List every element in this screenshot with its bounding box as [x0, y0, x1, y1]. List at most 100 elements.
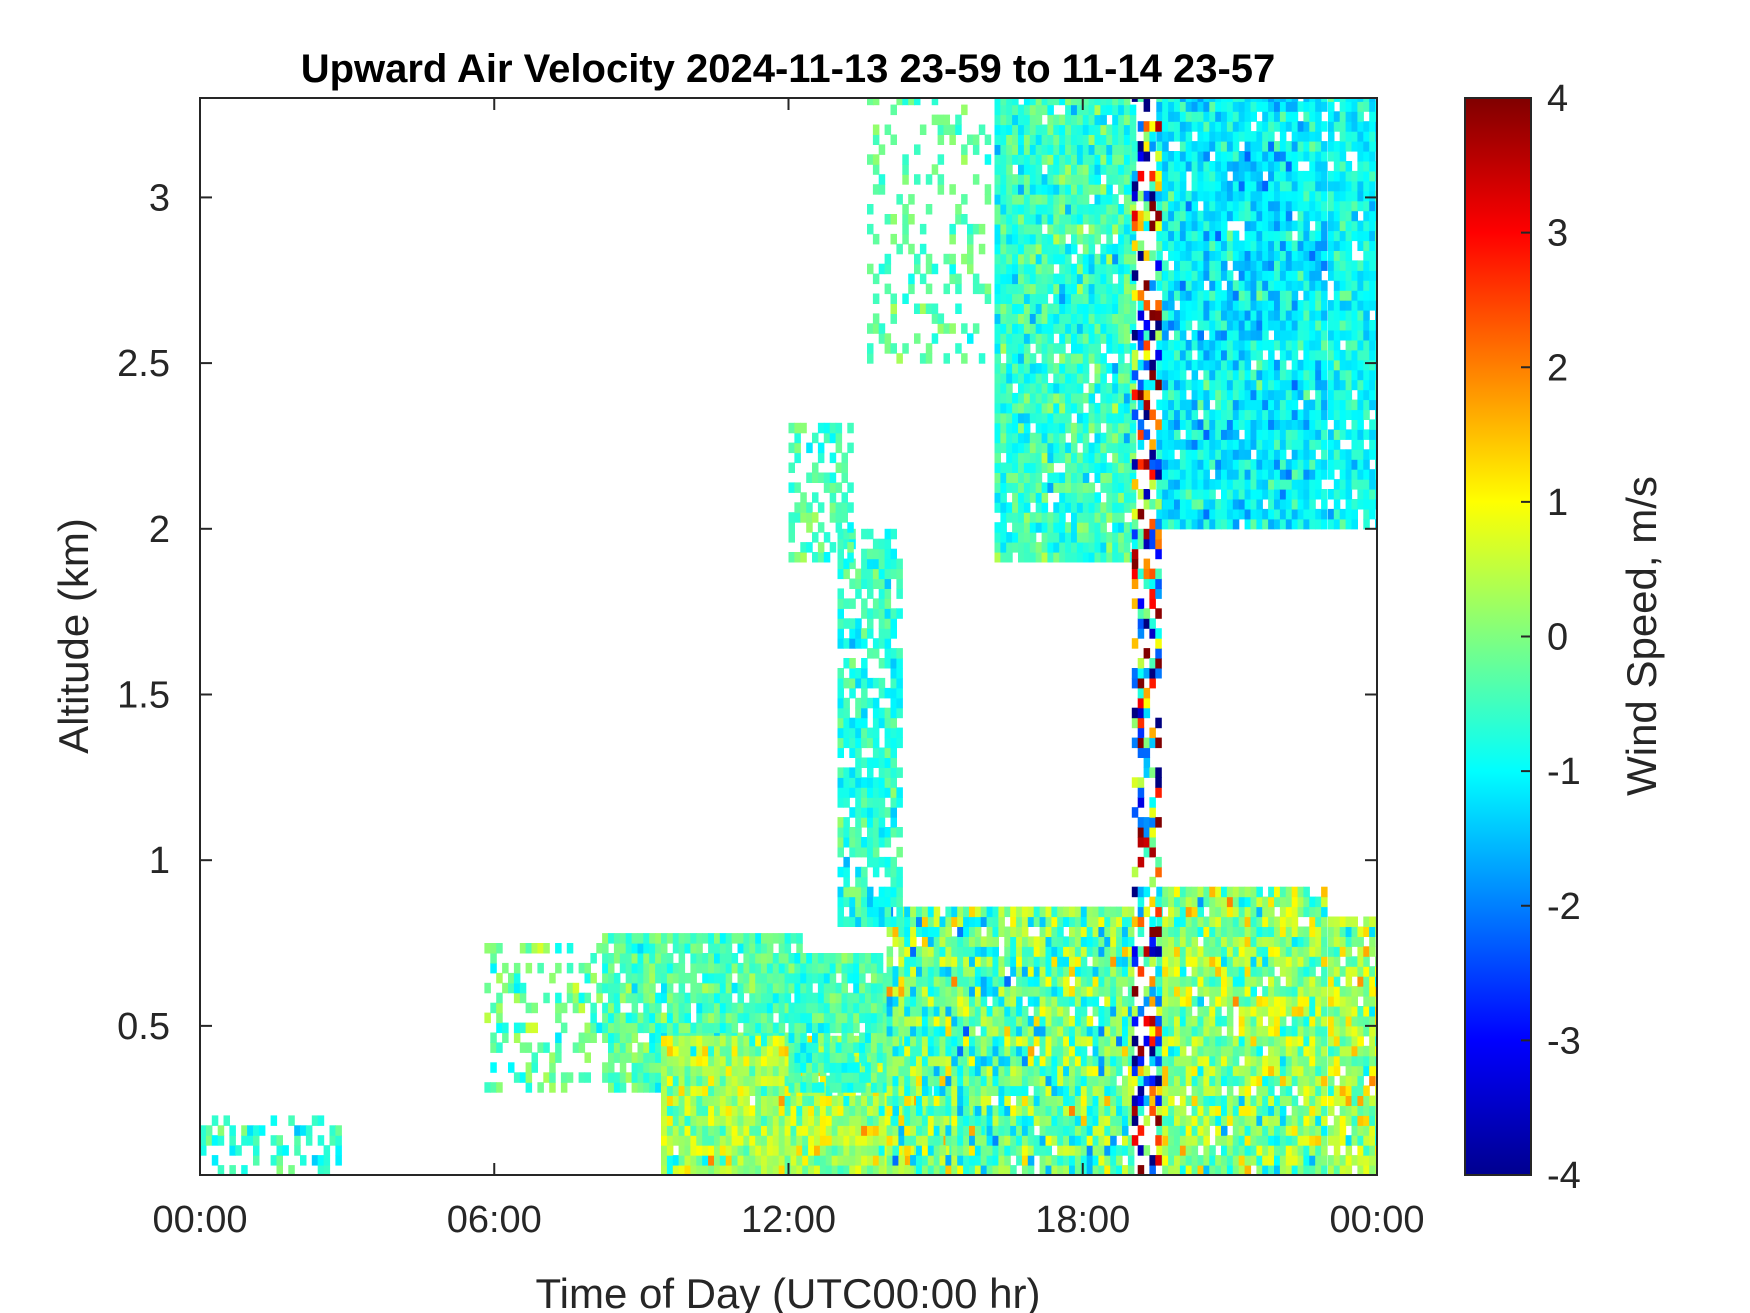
heatmap-cell — [1033, 1135, 1041, 1146]
heatmap-cell — [974, 1115, 982, 1126]
heatmap-cell — [519, 1022, 527, 1034]
heatmap-cell — [1256, 1135, 1263, 1146]
heatmap-cell — [823, 1052, 831, 1063]
heatmap-cell — [1333, 1025, 1341, 1037]
heatmap-cell — [1174, 379, 1181, 391]
heatmap-cell — [702, 982, 709, 994]
heatmap-cell — [1053, 194, 1060, 205]
heatmap-cell — [1321, 1155, 1328, 1166]
heatmap-cell — [666, 1075, 674, 1087]
heatmap-cell — [1297, 986, 1305, 997]
heatmap-cell — [837, 1135, 844, 1146]
heatmap-cell — [870, 1082, 878, 1093]
heatmap-cell — [1047, 353, 1054, 364]
heatmap-cell — [945, 1085, 952, 1096]
heatmap-cell — [957, 1125, 964, 1136]
heatmap-cell — [1100, 363, 1107, 374]
heatmap-cell — [969, 1035, 976, 1047]
heatmap-cell — [1315, 1145, 1322, 1156]
heatmap-cell — [1123, 343, 1131, 354]
heatmap-cell — [737, 972, 744, 984]
heatmap-cell — [743, 1085, 750, 1096]
heatmap-cell — [1363, 1125, 1370, 1136]
heatmap-cell — [1250, 936, 1257, 947]
heatmap-cell — [1071, 422, 1078, 434]
heatmap-cell — [1065, 353, 1072, 364]
heatmap-cell — [1297, 926, 1305, 937]
heatmap-cell — [1086, 1075, 1094, 1087]
heatmap-cell — [1057, 1055, 1064, 1067]
heatmap-cell — [1082, 442, 1090, 454]
heatmap-cell — [994, 114, 1001, 126]
heatmap-cell — [1006, 452, 1013, 464]
heatmap-cell — [927, 976, 935, 987]
heatmap-cell — [631, 1062, 639, 1073]
heatmap-cell — [1094, 184, 1101, 195]
heatmap-cell — [853, 962, 860, 974]
heatmap-cell — [1179, 896, 1187, 908]
heatmap-cell — [1123, 204, 1131, 215]
heatmap-cell — [253, 1125, 260, 1136]
heatmap-cell — [1363, 966, 1370, 977]
heatmap-cell — [1100, 214, 1107, 225]
heatmap-cell — [933, 1075, 941, 1087]
heatmap-cell — [994, 412, 1001, 424]
heatmap-cell — [608, 1072, 615, 1083]
heatmap-cell — [886, 1065, 894, 1077]
heatmap-cell — [1029, 194, 1037, 205]
heatmap-cell — [714, 1022, 721, 1034]
heatmap-cell — [761, 1022, 768, 1034]
heatmap-cell — [1209, 1155, 1216, 1166]
heatmap-cell — [329, 1135, 336, 1146]
heatmap-cell — [1071, 333, 1078, 344]
heatmap-cell — [1291, 896, 1299, 908]
heatmap-cell — [1179, 230, 1187, 242]
heatmap-cell — [1047, 542, 1054, 553]
heatmap-cell — [1112, 482, 1119, 493]
heatmap-cell — [1328, 956, 1335, 967]
heatmap-cell — [1029, 442, 1037, 454]
heatmap-cell — [1092, 1045, 1100, 1057]
heatmap-cell — [1256, 976, 1263, 987]
heatmap-cell — [696, 1125, 703, 1136]
heatmap-cell — [631, 1072, 639, 1083]
heatmap-cell — [1076, 104, 1084, 116]
heatmap-cell — [1063, 1125, 1070, 1136]
heatmap-cell — [1209, 976, 1216, 987]
heatmap-cell — [1351, 916, 1358, 927]
heatmap-cell — [1086, 926, 1094, 937]
heatmap-cell — [819, 1105, 827, 1116]
heatmap-cell — [1321, 926, 1328, 937]
heatmap-cell — [1074, 976, 1082, 987]
heatmap-cell — [1226, 1006, 1234, 1017]
heatmap-cell — [812, 1012, 819, 1024]
heatmap-cell — [696, 1105, 703, 1116]
heatmap-cell — [1092, 1115, 1100, 1126]
heatmap-cell — [951, 1085, 958, 1096]
heatmap-cell — [1027, 966, 1035, 977]
heatmap-cell — [755, 1115, 762, 1126]
heatmap-cell — [1127, 916, 1135, 927]
heatmap-cell — [637, 1072, 644, 1083]
heatmap-cell — [1321, 1165, 1328, 1175]
heatmap-cell — [823, 992, 831, 1004]
heatmap-cell — [1018, 552, 1025, 563]
heatmap-cell — [1071, 313, 1078, 324]
heatmap-cell — [566, 982, 574, 994]
heatmap-cell — [211, 1155, 219, 1166]
heatmap-cell — [1023, 383, 1031, 394]
heatmap-cell — [1029, 223, 1037, 235]
heatmap-cell — [1057, 956, 1064, 967]
heatmap-cell — [1156, 1125, 1163, 1136]
heatmap-cell — [819, 1155, 827, 1166]
heatmap-cell — [1116, 1115, 1123, 1126]
heatmap-cell — [829, 972, 837, 984]
heatmap-cell — [1268, 1095, 1275, 1106]
heatmap-cell — [602, 933, 609, 944]
heatmap-cell — [1197, 1015, 1204, 1027]
heatmap-cell — [1256, 1145, 1263, 1156]
heatmap-cell — [1074, 1006, 1082, 1017]
heatmap-cell — [1076, 223, 1084, 235]
heatmap-cell — [1104, 936, 1111, 947]
heatmap-cell — [921, 1035, 929, 1047]
